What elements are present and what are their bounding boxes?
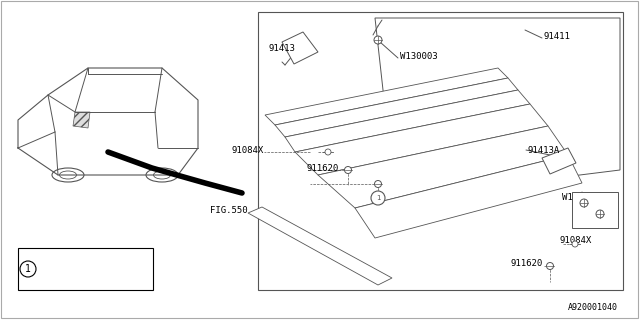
Text: A920001040: A920001040 bbox=[568, 303, 618, 312]
Text: 91084X: 91084X bbox=[232, 146, 264, 155]
Polygon shape bbox=[375, 18, 620, 198]
Text: 91413: 91413 bbox=[268, 44, 295, 52]
Circle shape bbox=[547, 262, 554, 269]
Text: W130003: W130003 bbox=[400, 52, 438, 60]
Text: 91084X: 91084X bbox=[560, 236, 592, 244]
Text: 91413A: 91413A bbox=[528, 146, 560, 155]
Polygon shape bbox=[73, 112, 90, 128]
Text: 911620: 911620 bbox=[510, 260, 542, 268]
Circle shape bbox=[325, 149, 331, 155]
Circle shape bbox=[596, 210, 604, 218]
Circle shape bbox=[344, 166, 351, 173]
Polygon shape bbox=[265, 68, 508, 125]
Circle shape bbox=[572, 241, 578, 247]
Text: 91411: 91411 bbox=[544, 31, 571, 41]
Ellipse shape bbox=[146, 168, 178, 182]
Polygon shape bbox=[355, 155, 582, 238]
Polygon shape bbox=[285, 90, 530, 152]
Ellipse shape bbox=[154, 171, 170, 179]
Polygon shape bbox=[275, 78, 518, 137]
Text: 1: 1 bbox=[376, 195, 380, 201]
Text: 911620: 911620 bbox=[306, 164, 339, 172]
Ellipse shape bbox=[60, 171, 77, 179]
Text: W140019 (0009->: W140019 (0009-> bbox=[42, 275, 111, 284]
Polygon shape bbox=[318, 126, 568, 208]
Polygon shape bbox=[542, 148, 576, 174]
Circle shape bbox=[374, 36, 382, 44]
Polygon shape bbox=[248, 207, 392, 285]
Bar bbox=[572, 192, 618, 228]
Text: W140011 (-0009>: W140011 (-0009> bbox=[42, 254, 111, 263]
Text: 1: 1 bbox=[25, 264, 31, 274]
Circle shape bbox=[371, 191, 385, 205]
Polygon shape bbox=[282, 32, 318, 64]
Text: FIG.550: FIG.550 bbox=[211, 205, 248, 214]
Circle shape bbox=[20, 261, 36, 277]
Bar bbox=[18, 248, 153, 290]
Circle shape bbox=[374, 180, 381, 188]
Circle shape bbox=[580, 199, 588, 207]
Polygon shape bbox=[295, 104, 548, 175]
Bar bbox=[258, 12, 623, 290]
Text: W130003: W130003 bbox=[562, 193, 600, 202]
Ellipse shape bbox=[52, 168, 84, 182]
